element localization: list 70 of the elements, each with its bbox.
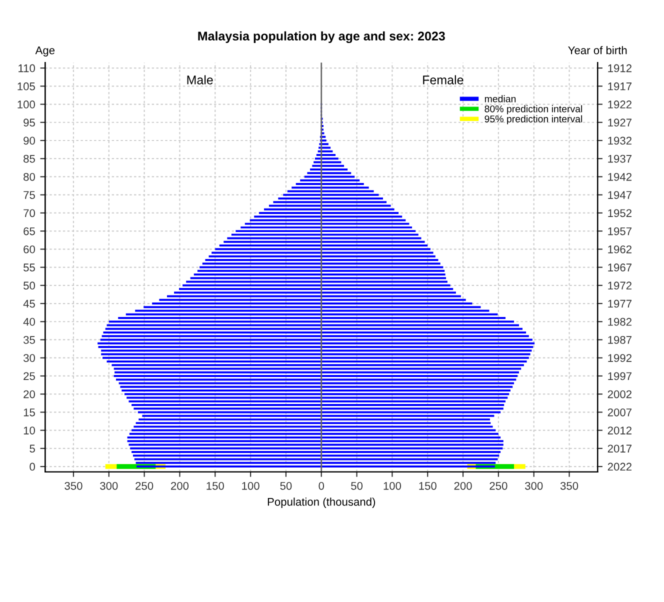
y-tick-label: 75: [24, 191, 35, 199]
x-tick-label: 300: [100, 482, 118, 490]
y-tick-label: 55: [24, 264, 35, 272]
y-tick-label: 60: [24, 245, 35, 254]
y2-tick-label: 1962: [608, 245, 632, 254]
y2-tick-label: 1997: [608, 372, 632, 380]
x-tick-label: 250: [136, 482, 154, 490]
y2-tick-label: 1912: [608, 64, 632, 72]
y2-tick-label: 1952: [608, 209, 632, 218]
y-tick-label: 95: [24, 118, 35, 127]
y2-tick-label: 2017: [608, 444, 632, 453]
x-tick-label: 350: [64, 482, 82, 490]
y-tick-label: 30: [23, 354, 35, 362]
y2-tick-label: 2012: [608, 426, 632, 434]
y2-tick-label: 2007: [608, 408, 632, 416]
x-tick-label: 300: [525, 482, 543, 490]
y-tick-label: 15: [24, 408, 35, 416]
y2-tick-label: 1937: [608, 154, 632, 163]
x-tick-label: 200: [454, 482, 472, 490]
y-tick-label: 65: [24, 227, 35, 236]
y-tick-label: 0: [30, 462, 35, 471]
legend-label: 95% prediction interval: [484, 115, 582, 124]
y2-tick-label: 1977: [608, 300, 632, 308]
x-tick-label: 150: [419, 482, 436, 490]
y-axis-title: Age: [35, 46, 55, 56]
x-tick-label: 200: [171, 482, 189, 490]
annotation: Female: [423, 75, 464, 84]
y-tick-label: 80: [24, 172, 35, 181]
y2-tick-label: 1917: [608, 82, 632, 90]
y2-tick-label: 1927: [608, 118, 632, 127]
x-tick-label: 150: [206, 482, 224, 490]
x-tick-label: 50: [351, 482, 363, 490]
y-tick-label: 110: [18, 64, 35, 72]
x-tick-label: 100: [242, 482, 260, 490]
y2-tick-label: 1922: [608, 100, 632, 108]
y2-tick-label: 1972: [608, 282, 632, 290]
y-tick-label: 35: [23, 336, 35, 344]
y-tick-label: 100: [18, 100, 35, 108]
y2-tick-label: 1947: [608, 191, 632, 199]
y2-tick-label: 1987: [608, 336, 632, 344]
legend-label: 80% prediction interval: [484, 105, 582, 114]
y-tick-label: 85: [24, 154, 35, 163]
chart-title: Malaysia population by age and sex: 2023: [198, 31, 445, 44]
y2-tick-label: 1957: [608, 227, 632, 236]
legend-label: median: [484, 95, 516, 102]
x-tick-label: 350: [560, 482, 578, 490]
y2-axis-title: Year of birth: [568, 46, 627, 54]
y-tick-label: 25: [24, 372, 35, 380]
x-tick-label: 100: [384, 482, 402, 490]
y2-tick-label: 2002: [608, 390, 632, 398]
x-tick-label: 0: [318, 482, 324, 490]
y2-tick-label: 1932: [608, 136, 632, 145]
y-tick-label: 5: [30, 444, 35, 453]
y-tick-label: 50: [24, 282, 35, 290]
y2-tick-label: 1942: [608, 172, 632, 181]
y-tick-label: 10: [24, 426, 35, 434]
y-tick-label: 70: [24, 209, 35, 218]
x-tick-label: 50: [280, 482, 292, 490]
y-tick-label: 20: [24, 390, 35, 398]
y2-tick-label: 2022: [608, 462, 632, 471]
y-tick-label: 40: [23, 318, 35, 326]
x-tick-label: 250: [490, 482, 508, 490]
y2-tick-label: 1992: [608, 354, 632, 362]
y-tick-label: 105: [18, 82, 35, 90]
annotation: Male: [187, 75, 213, 84]
y2-tick-label: 1982: [608, 318, 632, 326]
x-axis-title: Population (thousand): [268, 498, 376, 508]
y2-tick-label: 1967: [608, 264, 632, 272]
y-tick-label: 45: [23, 300, 35, 308]
y-tick-label: 90: [24, 136, 35, 145]
